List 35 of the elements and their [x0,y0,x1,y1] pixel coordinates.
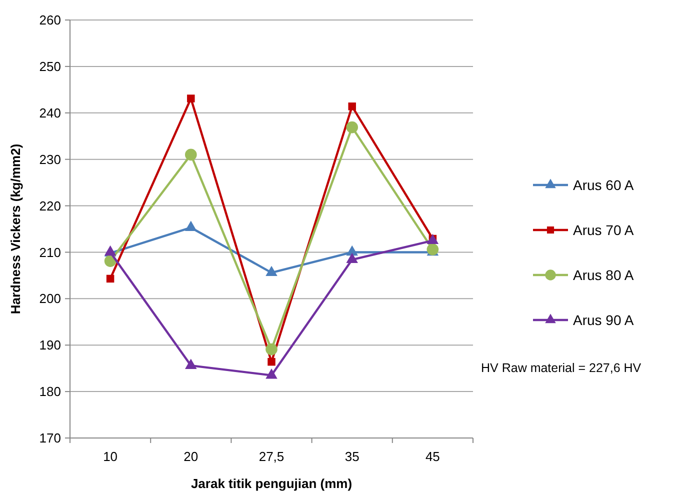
legend-label: Arus 70 A [573,222,634,238]
x-tick-label: 20 [184,449,198,464]
legend-label: Arus 80 A [573,266,634,283]
legend-label: Arus 90 A [573,312,634,328]
point [266,266,278,276]
point [266,368,278,379]
text: HV Raw material = 227,6 HV [481,361,642,375]
x-tick-label: 27,5 [258,449,284,464]
x-tick-label: 10 [103,449,118,464]
point [346,252,358,264]
point [348,102,356,110]
y-tick-label: 170 [39,430,61,446]
y-tick-label: 220 [39,198,61,214]
point [268,358,276,366]
y-tick-label: 250 [39,58,61,74]
point [187,94,195,102]
x-tick-label: 35 [344,449,360,464]
y-tick-label: 240 [39,105,61,120]
point [346,121,358,134]
point [266,343,278,356]
point [106,274,114,283]
y-tick-label: 190 [39,338,61,353]
y-axis-title: Hardness Vickers (kg/mm2) [8,144,23,314]
point [185,220,197,232]
legend-label: Arus 60 A [573,176,634,193]
y-tick-label: 200 [39,291,61,306]
point [185,358,197,369]
y-tick-label: 230 [39,152,61,167]
x-tick-label: 45 [425,449,440,464]
y-tick-label: 180 [39,384,61,400]
y-tick-label: 210 [39,244,61,260]
point [346,245,358,256]
point [184,148,197,161]
y-tick-label: 260 [39,12,61,28]
x-axis-title: Jarak titik pengujian (mm) [190,476,352,491]
